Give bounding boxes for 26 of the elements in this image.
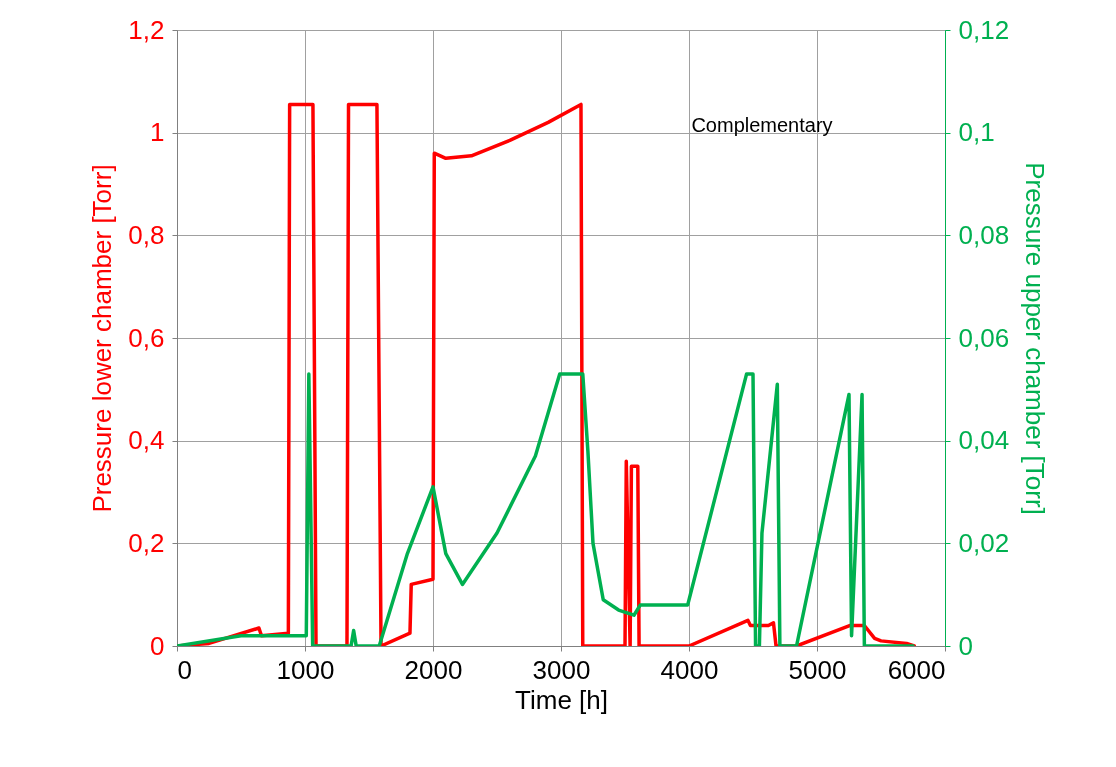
x-tick-label: 2000: [404, 654, 463, 685]
x-tick-label: 4000: [660, 654, 719, 685]
annotation: Complementary: [691, 114, 833, 136]
x-tick-label: 3000: [532, 654, 591, 685]
x-tick-label: 0: [177, 654, 192, 685]
y-tick-label: 0: [150, 630, 165, 661]
y2-axis-title: Pressure upper chamber [Torr]: [1020, 162, 1051, 515]
y2-tick-label: 0: [958, 630, 973, 661]
x-tick-label: 5000: [788, 654, 847, 685]
line-series: [177, 372, 915, 646]
y-tick-label: 0,8: [128, 219, 165, 250]
y-tick-label: 0,4: [128, 425, 165, 456]
y2-tick-label: 0,06: [958, 322, 1010, 353]
y2-tick-label: 0,12: [958, 14, 1010, 45]
y-tick-label: 1,2: [128, 14, 165, 45]
y2-tick-label: 0,08: [958, 219, 1010, 250]
y-tick-label: 1: [150, 117, 165, 148]
y2-tick-label: 0,02: [958, 527, 1010, 558]
x-tick-label: 6000: [887, 654, 946, 685]
y-axis-title: Pressure lower chamber [Torr]: [87, 164, 118, 513]
x-tick-label: 1000: [276, 654, 335, 685]
x-axis-title: Time [h]: [515, 684, 608, 715]
y-tick-label: 0,6: [128, 322, 165, 353]
y2-tick-label: 0,04: [958, 425, 1010, 456]
y-tick-label: 0,2: [128, 527, 165, 558]
y2-tick-label: 0,1: [958, 117, 995, 148]
